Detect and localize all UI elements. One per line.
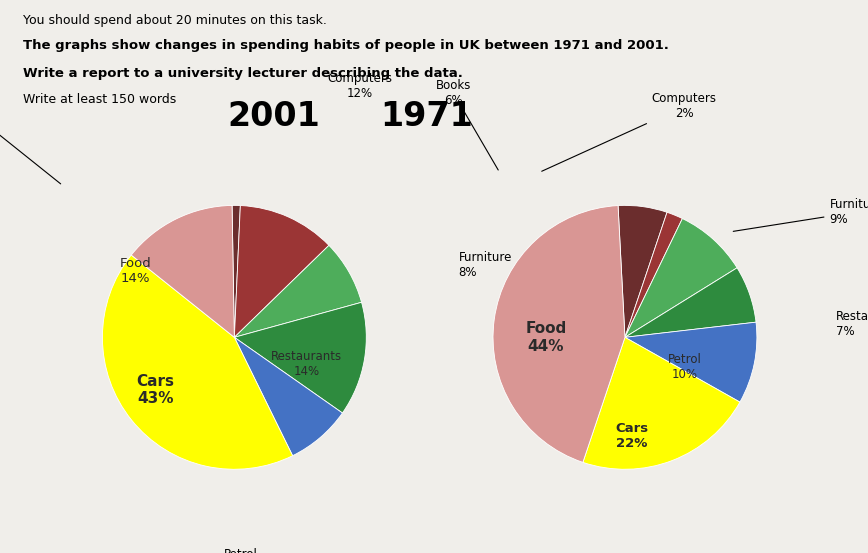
Text: Write at least 150 words: Write at least 150 words <box>23 93 177 106</box>
Wedge shape <box>625 268 756 337</box>
Text: Write a report to a university lecturer describing the data.: Write a report to a university lecturer … <box>23 67 464 81</box>
Text: Restaurants
14%: Restaurants 14% <box>272 349 343 378</box>
Text: Food
14%: Food 14% <box>120 257 151 285</box>
Wedge shape <box>234 206 329 337</box>
Text: Petrol
10%: Petrol 10% <box>667 353 701 381</box>
Wedge shape <box>625 322 757 402</box>
Wedge shape <box>493 206 625 462</box>
Wedge shape <box>618 205 667 337</box>
Wedge shape <box>232 205 240 337</box>
Text: Computers
12%: Computers 12% <box>327 72 392 100</box>
Text: Cars
22%: Cars 22% <box>615 422 648 450</box>
Text: Food
44%: Food 44% <box>525 321 567 353</box>
Wedge shape <box>625 212 682 337</box>
Wedge shape <box>234 337 343 456</box>
Text: You should spend about 20 minutes on this task.: You should spend about 20 minutes on thi… <box>23 14 327 27</box>
Text: Books
1%: Books 1% <box>0 92 61 184</box>
Text: Furniture
9%: Furniture 9% <box>733 198 868 231</box>
Wedge shape <box>625 218 737 337</box>
Wedge shape <box>234 246 362 337</box>
Text: Cars
43%: Cars 43% <box>136 374 174 406</box>
Text: The graphs show changes in spending habits of people in UK between 1971 and 2001: The graphs show changes in spending habi… <box>23 39 669 52</box>
Text: Computers
2%: Computers 2% <box>542 92 717 171</box>
Wedge shape <box>102 255 293 469</box>
Text: Furniture
8%: Furniture 8% <box>458 251 512 279</box>
Text: Restaurants
7%: Restaurants 7% <box>836 310 868 338</box>
Text: 1971: 1971 <box>381 100 473 133</box>
Text: Petrol
8%: Petrol 8% <box>224 549 258 553</box>
Wedge shape <box>131 205 234 337</box>
Wedge shape <box>583 337 740 469</box>
Wedge shape <box>234 302 366 413</box>
Text: 2001: 2001 <box>227 100 320 133</box>
Text: Books
6%: Books 6% <box>436 79 498 170</box>
